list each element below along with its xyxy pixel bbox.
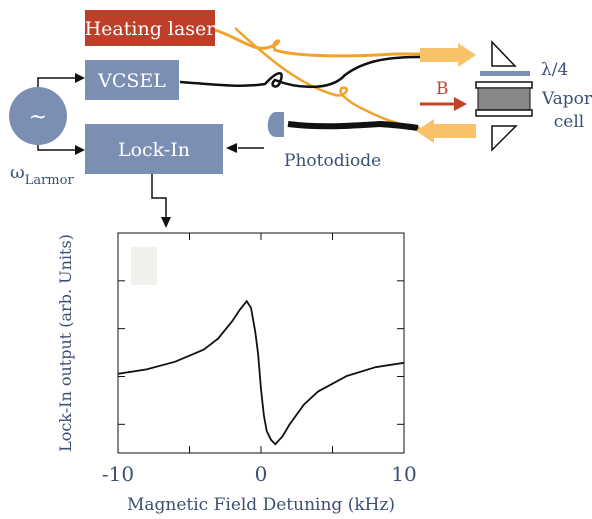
- photodiode-icon: [267, 112, 284, 137]
- plot-ticks: [117, 233, 405, 453]
- arrow-to-vcsel: [75, 73, 85, 83]
- vapor-cell-label-line2: cell: [554, 112, 584, 132]
- plot-label-patch: [131, 247, 157, 285]
- waveplate: [480, 71, 530, 76]
- oscillator-circle: [9, 87, 67, 145]
- heating-laser-label: Heating laser: [85, 18, 217, 40]
- x-tick-label-10: 10: [391, 462, 416, 486]
- omega-larmor-label: ωLarmor: [10, 162, 74, 188]
- arrow-to-lockin: [75, 145, 85, 155]
- vapor-cell-bottom-window: [475, 109, 533, 117]
- bottom-mirror-icon: [491, 125, 518, 152]
- arrow-lockin-to-plot: [161, 217, 171, 228]
- beam-to-cell: [420, 43, 476, 67]
- arrow-photodiode-to-lockin: [226, 143, 237, 153]
- x-tick-label-0: 0: [255, 462, 268, 486]
- plot-frame: [117, 232, 405, 454]
- heating-laser-fiber: [214, 28, 420, 58]
- vapor-cell-body: [477, 87, 531, 111]
- waveplate-label: λ/4: [541, 60, 568, 80]
- vcsel-box: [85, 60, 179, 100]
- photodiode-fiber: [287, 120, 419, 131]
- top-mirror-icon: [491, 40, 517, 67]
- b-field-label: B: [436, 79, 449, 99]
- b-field-arrow-head: [454, 97, 467, 111]
- photodiode-label: Photodiode: [284, 151, 381, 171]
- x-tick-label-neg10: -10: [102, 462, 134, 486]
- vcsel-fiber: [179, 55, 421, 89]
- heating-laser-box: [85, 10, 215, 46]
- oscillator-connections: [37, 77, 264, 218]
- lockin-box: [85, 124, 223, 174]
- x-axis-label: Magnetic Field Detuning (kHz): [127, 495, 395, 515]
- vcsel-label: VCSEL: [97, 70, 166, 92]
- lockin-curve: [117, 299, 405, 446]
- oscillator-symbol: ~: [29, 105, 47, 130]
- vapor-cell-label-line1: Vapor: [541, 89, 592, 109]
- y-axis-label: Lock-In output (arb. Units): [56, 234, 75, 452]
- vapor-cell-top-window: [475, 81, 533, 89]
- lockin-label: Lock-In: [118, 139, 190, 161]
- lockin-plot: -10 0 10 Magnetic Field Detuning (kHz) L…: [56, 232, 417, 515]
- beam-from-cell: [416, 119, 476, 143]
- heating-laser-fiber-return: [234, 27, 421, 130]
